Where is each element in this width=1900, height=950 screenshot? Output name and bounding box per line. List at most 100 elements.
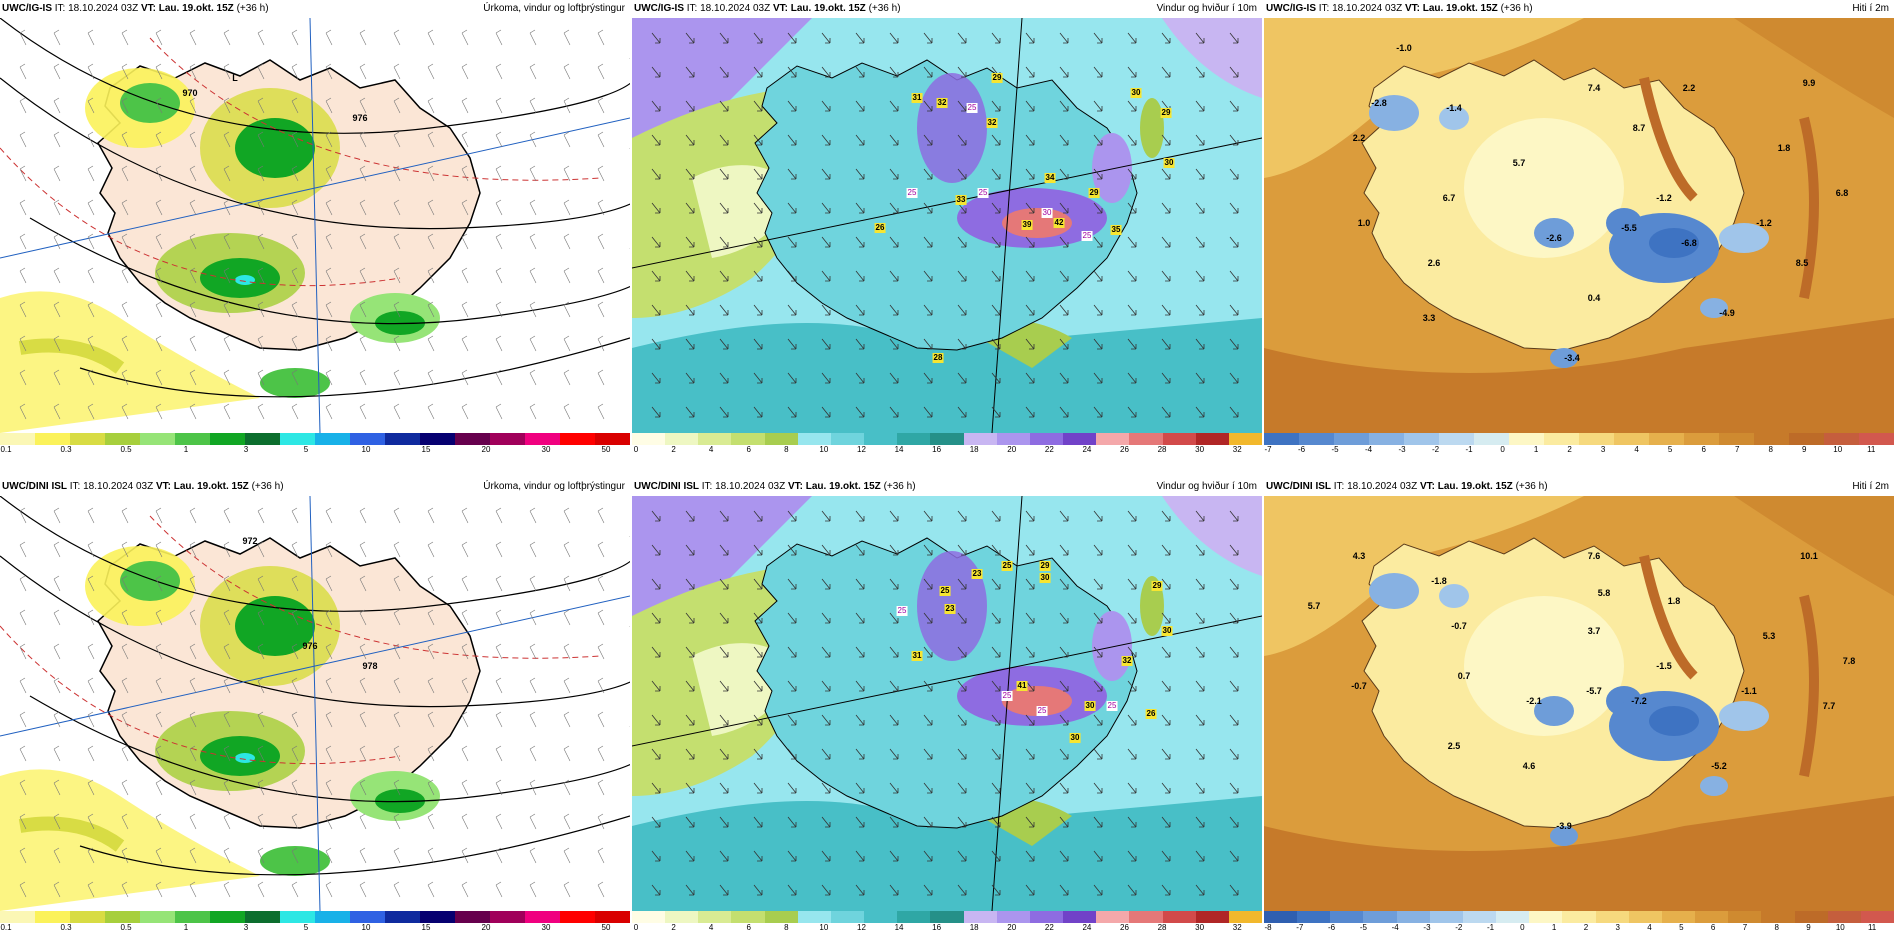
colorbar-swatch xyxy=(1719,433,1754,445)
lead-time: (+36 h) xyxy=(251,481,284,492)
colorbar-tick-label: 50 xyxy=(601,923,611,932)
colorbar-swatch xyxy=(1562,911,1596,923)
gust-contour-label: 30 xyxy=(1041,208,1053,218)
colorbar-swatch xyxy=(797,911,831,923)
colorbar-swatch xyxy=(996,433,1030,445)
colorbar-swatch xyxy=(1661,911,1696,923)
gust-contour-label: 25 xyxy=(1001,691,1013,701)
colorbar-swatch xyxy=(830,433,865,445)
colorbar-swatch xyxy=(1529,911,1563,923)
temperature-value: -2.6 xyxy=(1546,233,1562,243)
colorbar-tick-label: 12 xyxy=(857,445,866,454)
colorbar-swatch xyxy=(420,911,455,923)
colorbar-tick-label: 5 xyxy=(303,923,309,932)
colorbar-tick-label: 30 xyxy=(1195,923,1205,932)
colorbar xyxy=(1264,911,1894,923)
temperature-value: -1.8 xyxy=(1431,576,1447,586)
colorbar-swatch xyxy=(0,911,35,923)
colorbar-swatch xyxy=(731,911,765,923)
temp-map xyxy=(1264,496,1894,911)
colorbar-swatch xyxy=(490,433,525,445)
colorbar-tick-label: -1 xyxy=(1487,923,1495,932)
gust-contour-label: 25 xyxy=(1036,706,1048,716)
colorbar-swatch xyxy=(315,911,350,923)
parameter-title: Hiti í 2m xyxy=(1852,481,1889,492)
colorbar-swatch xyxy=(1096,433,1130,445)
temperature-value: 8.7 xyxy=(1632,123,1646,133)
colorbar-tick-label: 1 xyxy=(183,445,189,454)
temperature-value: -6.8 xyxy=(1681,238,1697,248)
colorbar-swatch xyxy=(1462,911,1497,923)
colorbar-swatch xyxy=(175,911,210,923)
colorbar-swatch xyxy=(1649,433,1684,445)
panel-header: UWC/IG-IS IT: 18.10.2024 03Z VT: Lau. 19… xyxy=(1264,0,1894,18)
model-name: UWC/IG-IS xyxy=(2,3,52,14)
colorbar-tick-label: 3 xyxy=(1600,445,1606,454)
colorbar-tick-label: 14 xyxy=(894,445,904,454)
colorbar-tick-label: 50 xyxy=(601,445,611,454)
colorbar-tick-label: 0.5 xyxy=(120,445,132,454)
colorbar-swatch xyxy=(140,911,175,923)
panel-wind-dini: UWC/DINI ISL IT: 18.10.2024 03Z VT: Lau.… xyxy=(631,478,1263,936)
temperature-value: 5.7 xyxy=(1512,158,1526,168)
colorbar-tick-label: 16 xyxy=(932,923,942,932)
colorbar-swatch xyxy=(1228,433,1262,445)
temperature-value: -5.7 xyxy=(1586,686,1602,696)
colorbar-tick-label: 3 xyxy=(243,923,249,932)
colorbar-swatch xyxy=(764,433,798,445)
colorbar-swatch xyxy=(698,433,732,445)
gust-value: 25 xyxy=(939,586,951,596)
colorbar-tick-label: 14 xyxy=(894,923,904,932)
panel-temp-ig: UWC/IG-IS IT: 18.10.2024 03Z VT: Lau. 19… xyxy=(1264,0,1894,458)
colorbar-tick-label: 7 xyxy=(1742,923,1748,932)
colorbar-swatch xyxy=(1264,911,1298,923)
colorbar-swatch xyxy=(245,433,280,445)
colorbar-swatch xyxy=(315,433,350,445)
model-name: UWC/DINI ISL xyxy=(1266,481,1331,492)
colorbar-swatch xyxy=(1496,911,1530,923)
colorbar-swatch xyxy=(280,433,315,445)
colorbar-tick-label: 16 xyxy=(932,445,942,454)
temp-map xyxy=(1264,18,1894,433)
colorbar-swatch xyxy=(1728,911,1762,923)
temperature-value: -1.1 xyxy=(1741,686,1757,696)
temperature-value: -5.5 xyxy=(1621,223,1637,233)
temperature-value: 3.7 xyxy=(1587,626,1601,636)
temperature-value: 6.7 xyxy=(1442,193,1456,203)
precip-map xyxy=(0,495,654,912)
colorbar-swatch xyxy=(1330,911,1364,923)
colorbar-swatch xyxy=(864,433,898,445)
colorbar-swatch xyxy=(70,911,105,923)
colorbar-tick-label: 6 xyxy=(746,923,751,932)
gust-value: 41 xyxy=(1016,681,1028,691)
init-time: IT: 18.10.2024 03Z xyxy=(701,481,786,492)
colorbar-tick-label: 9 xyxy=(1801,445,1807,454)
colorbar-tick-label: 10 xyxy=(819,445,829,454)
colorbar-swatch xyxy=(1063,911,1097,923)
panel-header: UWC/DINI ISL IT: 18.10.2024 03Z VT: Lau.… xyxy=(632,478,1262,496)
colorbar-swatch xyxy=(1439,433,1474,445)
colorbar-swatch xyxy=(963,911,997,923)
lead-time: (+36 h) xyxy=(1500,3,1533,14)
colorbar-swatch xyxy=(1195,911,1229,923)
colorbar-swatch xyxy=(560,433,595,445)
panel-header: UWC/DINI ISL IT: 18.10.2024 03Z VT: Lau.… xyxy=(0,478,630,496)
colorbar-tick-label: 12 xyxy=(857,923,866,932)
map-area: 25 23 29 25 23 30 29 30 31 41 32 30 26 30 25 25 25 25 xyxy=(631,495,1263,912)
valid-time: VT: Lau. 19.okt. 15Z xyxy=(1404,3,1498,14)
gust-value: 35 xyxy=(1110,225,1122,235)
colorbar-swatch xyxy=(930,433,964,445)
colorbar-swatch xyxy=(1754,433,1789,445)
gust-contour-label: 25 xyxy=(1081,231,1093,241)
colorbar-tick-label: 30 xyxy=(541,923,551,932)
init-time: IT: 18.10.2024 03Z xyxy=(686,3,771,14)
colorbar-tick-label: 2 xyxy=(671,445,676,454)
colorbar-tick-label: 1 xyxy=(1551,923,1557,932)
colorbar-swatch xyxy=(595,433,630,445)
colorbar-swatch xyxy=(210,433,245,445)
colorbar-tick-label: 0.1 xyxy=(0,923,12,932)
gust-value: 31 xyxy=(911,651,923,661)
gust-contour-label: 25 xyxy=(896,606,908,616)
colorbar-swatch xyxy=(632,911,666,923)
gust-value: 29 xyxy=(1039,561,1051,571)
